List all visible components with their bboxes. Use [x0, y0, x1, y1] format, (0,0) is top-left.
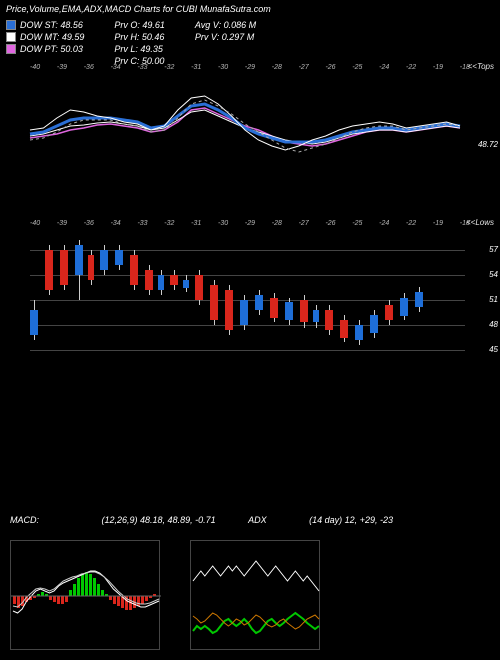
legend-block: DOW ST: 48.56DOW MT: 49.59DOW PT: 50.03 …	[0, 18, 500, 68]
watermark: <<Tops	[468, 62, 494, 71]
axis-label: 54	[489, 270, 498, 279]
candle	[415, 292, 423, 307]
legend-label: DOW ST: 48.56	[20, 20, 83, 30]
legend-item: DOW ST: 48.56	[6, 20, 84, 30]
candle	[313, 310, 319, 322]
legend-swatch	[6, 20, 16, 30]
watermark: <<Lows	[466, 218, 494, 227]
macd-panel	[10, 540, 160, 650]
legend-swatch	[6, 32, 16, 42]
candle	[30, 310, 38, 335]
candle	[325, 310, 333, 330]
candle	[270, 298, 278, 318]
candle	[370, 315, 378, 333]
legend-item: DOW PT: 50.03	[6, 44, 84, 54]
candle	[45, 250, 53, 290]
candle	[145, 270, 153, 290]
candle	[170, 275, 178, 285]
macd-label: MACD: (12,26,9) 48.18, 48.89, -0.71 ADX …	[10, 515, 393, 525]
page-title: Price,Volume,EMA,ADX,MACD Charts for CUB…	[0, 0, 500, 18]
info-value: Prv O: 49.61	[114, 20, 165, 30]
candle	[400, 298, 408, 316]
candle	[183, 280, 189, 288]
info-value: Prv L: 49.35	[114, 44, 165, 54]
candle	[88, 255, 94, 280]
candle	[255, 295, 263, 310]
price-label: 48.72	[478, 140, 498, 149]
candle	[115, 250, 123, 265]
candle	[340, 320, 348, 338]
candle	[225, 290, 233, 330]
ema-chart: <<Tops48.72-40-39-36-34-33-32-31-30-29-2…	[0, 70, 500, 210]
candle	[60, 250, 68, 285]
candle	[300, 300, 308, 322]
legend-item: DOW MT: 49.59	[6, 32, 84, 42]
axis-label: 45	[489, 345, 498, 354]
info-value: Prv V: 0.297 M	[195, 32, 256, 42]
candle	[385, 305, 393, 320]
candle	[158, 275, 164, 290]
axis-label: 57	[489, 245, 498, 254]
candle-chart: 5754514845<<Lows-40-39-36-34-33-32-31-30…	[0, 220, 500, 380]
candle	[130, 255, 138, 285]
axis-label: 51	[489, 295, 498, 304]
legend-swatch	[6, 44, 16, 54]
candle	[75, 245, 83, 275]
legend-label: DOW MT: 49.59	[20, 32, 84, 42]
candle	[210, 285, 218, 320]
adx-panel	[190, 540, 320, 650]
legend-label: DOW PT: 50.03	[20, 44, 83, 54]
candle	[100, 250, 108, 270]
info-value: Prv H: 50.46	[114, 32, 165, 42]
info-value: Avg V: 0.086 M	[195, 20, 256, 30]
axis-label: 48	[489, 320, 498, 329]
candle	[355, 325, 363, 340]
candle	[195, 275, 203, 300]
candle	[240, 300, 248, 325]
candle	[285, 302, 293, 320]
